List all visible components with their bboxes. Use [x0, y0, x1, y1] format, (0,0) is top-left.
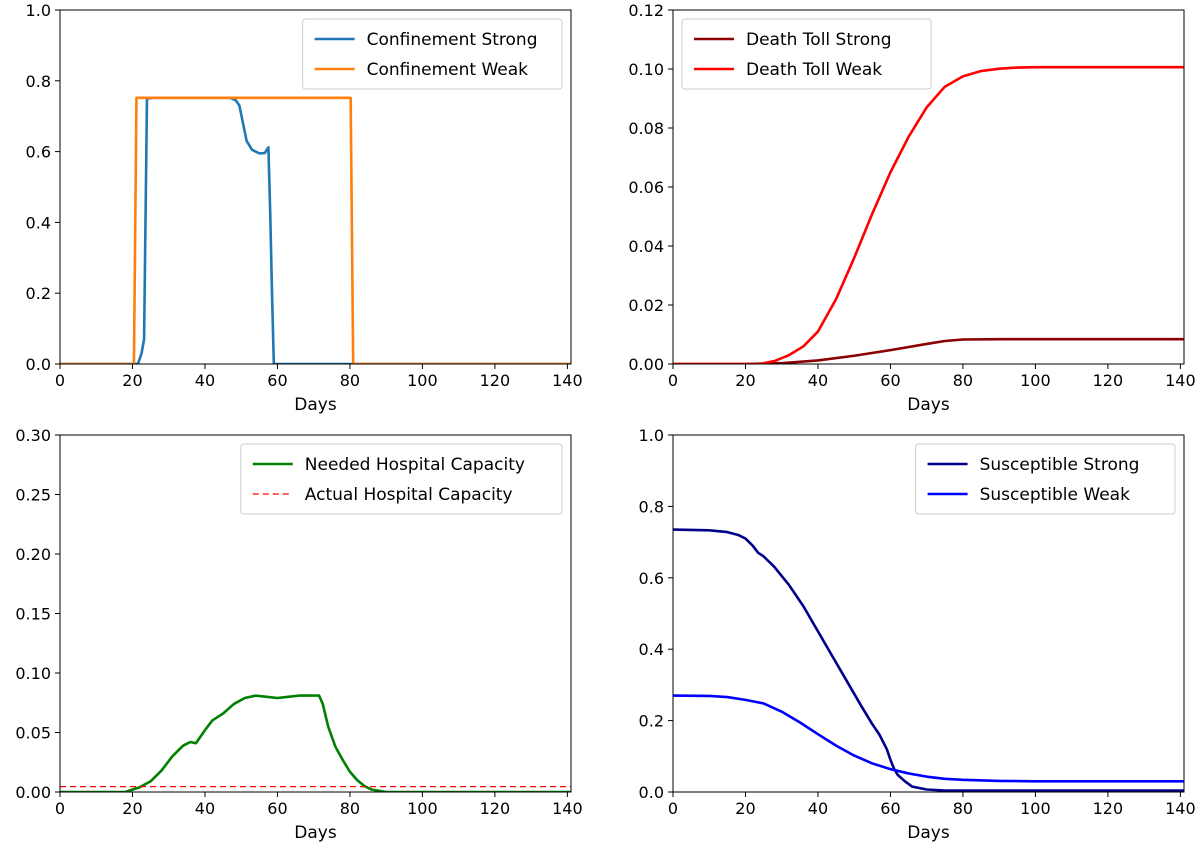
x-tick-label: 40: [195, 799, 215, 818]
x-tick-label: 100: [1020, 371, 1051, 390]
x-tick-label: 40: [195, 371, 215, 390]
series-line-death-toll-strong: [673, 337, 1184, 364]
y-tick-label: 0.0: [26, 355, 51, 374]
y-tick-label: 0.10: [628, 60, 664, 79]
x-tick-label: 60: [880, 799, 900, 818]
y-tick-label: 0.20: [15, 545, 51, 564]
plot-frame: [59, 434, 572, 793]
x-tick-label: 140: [1165, 799, 1196, 818]
y-tick-label: 0.8: [26, 72, 51, 91]
y-tick-label: 0.08: [628, 119, 664, 138]
series-line-confinement-strong: [60, 96, 571, 364]
x-tick-label: 0: [668, 799, 678, 818]
legend-label: Confinement Weak: [367, 60, 529, 80]
series-line-needed-hospital-capacity: [60, 694, 571, 792]
y-tick-label: 0.05: [15, 724, 51, 743]
x-tick-label: 100: [407, 799, 438, 818]
x-tick-label: 60: [267, 371, 287, 390]
chart-panel-3: 0 20 40 60 80 100 120 140 0.00 0.05 0.10 0.15 0.20 0.…: [15, 426, 582, 843]
legend-box: [681, 18, 932, 90]
plot-frame: [59, 9, 572, 365]
y-tick-label: 1.0: [639, 426, 664, 445]
x-tick-label: 140: [552, 371, 583, 390]
x-axis-label: Days: [907, 395, 950, 415]
legend-label: Actual Hospital Capacity: [305, 485, 513, 505]
x-tick-label: 0: [55, 371, 65, 390]
legend-box: [302, 18, 563, 90]
plot-frame: [672, 434, 1185, 793]
plot-frame: [672, 9, 1185, 365]
x-tick-label: 120: [1093, 371, 1124, 390]
y-tick-label: 0.6: [26, 143, 51, 162]
y-tick-label: 0.30: [15, 426, 51, 445]
legend-label: Death Toll Strong: [746, 30, 892, 50]
series-line-susceptible-strong: [673, 528, 1184, 792]
series-line-death-toll-weak: [673, 65, 1184, 364]
x-tick-label: 0: [668, 371, 678, 390]
legend-label: Needed Hospital Capacity: [305, 455, 525, 475]
y-tick-label: 0.00: [15, 783, 51, 802]
y-tick-label: 0.0: [639, 783, 664, 802]
y-tick-label: 0.00: [628, 355, 664, 374]
x-tick-label: 100: [407, 371, 438, 390]
legend-box: [915, 443, 1176, 515]
x-axis-label: Days: [907, 823, 950, 843]
x-axis-label: Days: [294, 395, 337, 415]
x-axis-label: Days: [294, 823, 337, 843]
x-tick-label: 60: [880, 371, 900, 390]
x-tick-label: 100: [1020, 799, 1051, 818]
legend-box: [240, 443, 563, 515]
y-tick-label: 0.4: [639, 640, 664, 659]
series-line-susceptible-weak: [673, 694, 1184, 783]
legend-label: Death Toll Weak: [746, 60, 882, 80]
x-tick-label: 80: [340, 371, 360, 390]
y-tick-label: 0.04: [628, 237, 664, 256]
x-tick-label: 20: [122, 799, 142, 818]
y-tick-label: 0.2: [26, 284, 51, 303]
y-tick-label: 0.2: [639, 712, 664, 731]
legend-label: Susceptible Strong: [980, 455, 1140, 475]
y-tick-label: 0.06: [628, 178, 664, 197]
series-line-confinement-weak: [60, 96, 571, 364]
y-tick-label: 0.15: [15, 605, 51, 624]
legend: Death Toll Strong Death Toll Weak: [681, 18, 932, 90]
y-tick-label: 0.25: [15, 486, 51, 505]
y-tick-label: 0.10: [15, 664, 51, 683]
chart-panel-1: 0 20 40 60 80 100 120 140 0.0 0.2 0.4 0.6 0.8 1.0 Days…: [26, 1, 583, 415]
legend: Susceptible Strong Susceptible Weak: [915, 443, 1176, 515]
x-tick-label: 80: [953, 799, 973, 818]
x-tick-label: 140: [552, 799, 583, 818]
x-tick-label: 60: [267, 799, 287, 818]
chart-panel-4: 0 20 40 60 80 100 120 140 0.0 0.2 0.4 0.6 0.8 1.0 Days…: [639, 426, 1196, 843]
x-tick-label: 20: [735, 371, 755, 390]
chart-panel-2: 0 20 40 60 80 100 120 140 0.00 0.02 0.04 0.06 0.08 0.…: [628, 1, 1195, 415]
x-tick-label: 20: [735, 799, 755, 818]
y-tick-label: 0.02: [628, 296, 664, 315]
y-tick-label: 1.0: [26, 1, 51, 20]
x-tick-label: 40: [808, 371, 828, 390]
x-tick-label: 80: [340, 799, 360, 818]
x-tick-label: 140: [1165, 371, 1196, 390]
y-tick-label: 0.12: [628, 1, 664, 20]
x-tick-label: 120: [1093, 799, 1124, 818]
legend: Needed Hospital Capacity Actual Hospital …: [240, 443, 563, 515]
x-tick-label: 120: [480, 799, 511, 818]
legend-label: Confinement Strong: [367, 30, 538, 50]
y-tick-label: 0.8: [639, 497, 664, 516]
y-tick-label: 0.4: [26, 213, 51, 232]
y-tick-label: 0.6: [639, 569, 664, 588]
x-tick-label: 20: [122, 371, 142, 390]
legend-label: Susceptible Weak: [980, 485, 1130, 505]
x-tick-label: 40: [808, 799, 828, 818]
legend: Confinement Strong Confinement Weak: [302, 18, 563, 90]
x-tick-label: 80: [953, 371, 973, 390]
x-tick-label: 0: [55, 799, 65, 818]
x-tick-label: 120: [480, 371, 511, 390]
